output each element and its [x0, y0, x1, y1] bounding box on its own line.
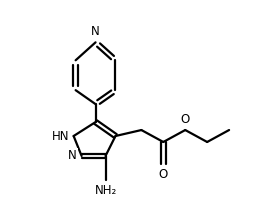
Text: O: O [181, 113, 190, 126]
Text: N: N [91, 25, 100, 38]
Text: HN: HN [52, 130, 70, 143]
Text: N: N [68, 149, 77, 162]
Text: O: O [159, 168, 168, 181]
Text: NH₂: NH₂ [94, 184, 117, 197]
